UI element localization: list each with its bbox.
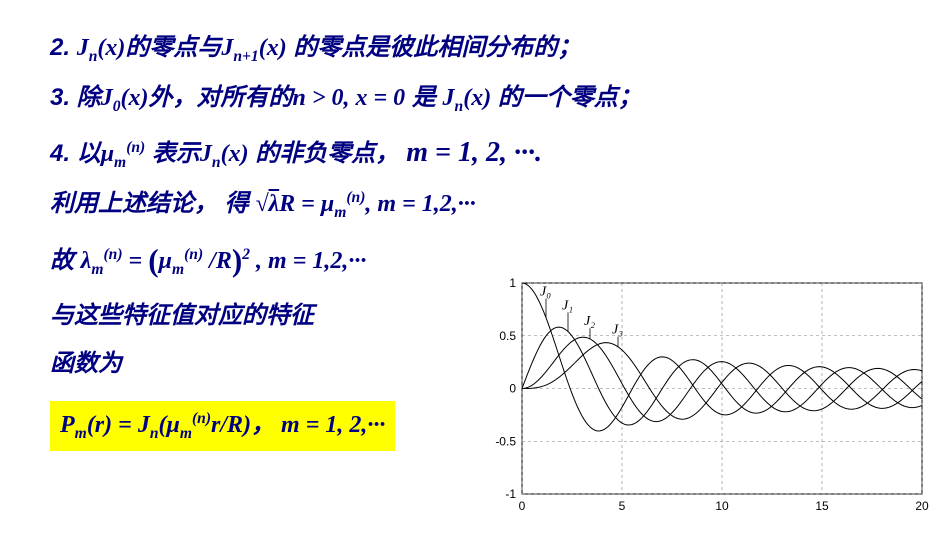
svg-text:20: 20 — [915, 499, 929, 513]
svg-text:5: 5 — [619, 499, 626, 513]
item-4: 4. 以μm(n) 表示Jn(x) 的非负零点， m = 1, 2, ···. — [50, 129, 920, 177]
svg-text:1: 1 — [509, 276, 516, 290]
svg-text:J₀: J₀ — [540, 285, 551, 300]
line-therefore: 故 λm(n) = (μm(n) /R)2 , m = 1,2,··· — [50, 234, 520, 287]
svg-text:0.5: 0.5 — [499, 329, 516, 343]
svg-text:0: 0 — [519, 499, 526, 513]
text-eigenfunction-1: 与这些特征值对应的特征 — [50, 296, 520, 337]
svg-text:10: 10 — [715, 499, 729, 513]
svg-text:J₂: J₂ — [584, 314, 595, 329]
item-2: 2. Jn(x)的零点与Jn+1(x) 的零点是彼此相间分布的； — [50, 28, 920, 70]
line-conclusion: 利用上述结论， 得 √λR = μm(n), m = 1,2,··· — [50, 184, 920, 226]
bessel-chart: -1-0.500.5105101520J₀J₁J₂J₃ — [480, 275, 930, 520]
svg-text:J₃: J₃ — [612, 323, 623, 338]
svg-text:15: 15 — [815, 499, 829, 513]
item-3: 3. 除J0(x)外，对所有的n > 0, x = 0 是 Jn(x) 的一个零… — [50, 78, 920, 120]
svg-text:-0.5: -0.5 — [495, 434, 516, 448]
svg-text:J₁: J₁ — [562, 298, 573, 313]
eigenfunction-formula: Pm(r) = Jn(μm(n)r/R)， m = 1, 2,··· — [50, 401, 395, 451]
text-eigenfunction-2: 函数为 — [50, 344, 520, 385]
svg-text:-1: -1 — [505, 487, 516, 501]
svg-text:0: 0 — [509, 382, 516, 396]
